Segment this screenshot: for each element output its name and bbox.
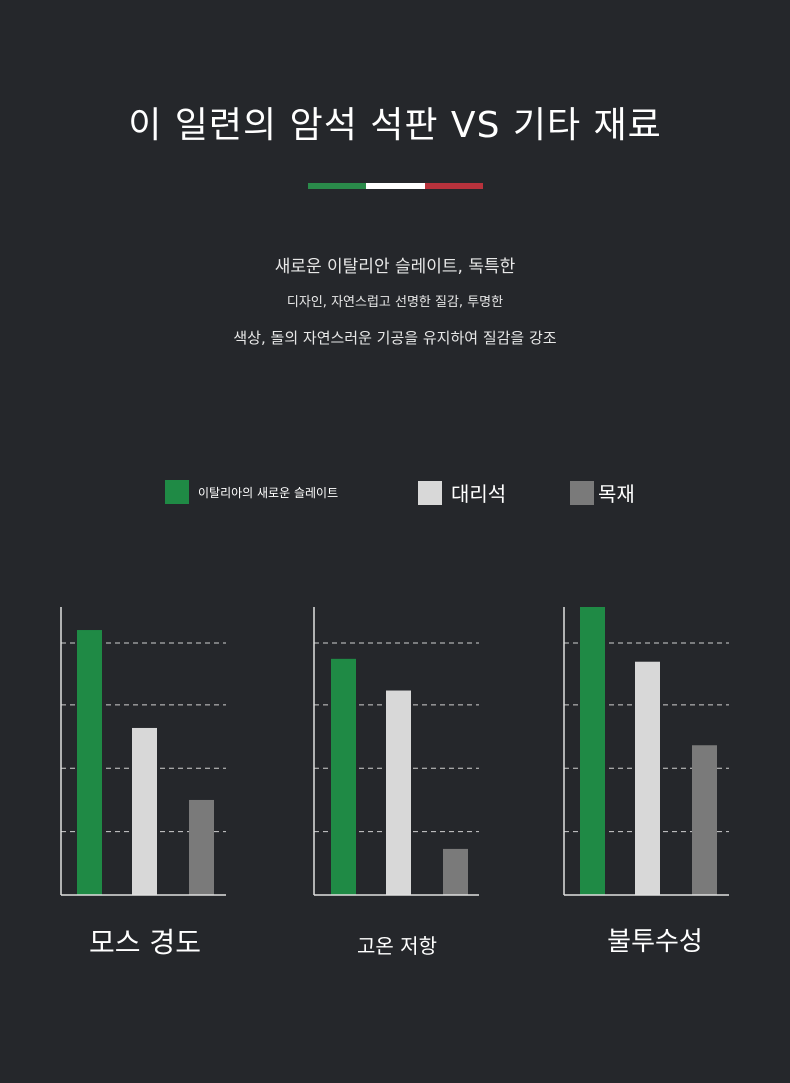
chart-title-hardness: 모스 경도 <box>89 926 201 959</box>
legend-item-wood: 목재 <box>570 478 635 507</box>
bar-wood-2 <box>692 745 717 895</box>
flag-white <box>366 183 425 189</box>
description-line-1: 새로운 이탈리안 슬레이트, 독특한 <box>274 257 516 277</box>
chart-title-impermeability: 불투수성 <box>607 927 703 957</box>
italian-flag-divider <box>308 183 483 189</box>
description-line-3: 색상, 돌의 자연스러운 기공을 유지하여 질감을 강조 <box>233 329 557 347</box>
bar-marble-1 <box>386 690 411 895</box>
bar-charts <box>60 607 729 896</box>
legend-label-slate: 이탈리아의 새로운 슬레이트 <box>198 485 339 500</box>
legend-label-marble: 대리석 <box>451 482 507 506</box>
bar-wood-1 <box>443 848 468 895</box>
legend-swatch-slate <box>165 480 189 504</box>
flag-red <box>424 183 483 189</box>
bar-marble-2 <box>635 661 660 895</box>
chart-title-heat-resistance: 고온 저항 <box>357 934 437 958</box>
description-line-2: 디자인, 자연스럽고 선명한 질감, 투명한 <box>286 295 504 310</box>
bar-slate-0 <box>77 630 102 895</box>
bar-wood-0 <box>189 799 214 895</box>
legend-item-marble: 대리석 <box>418 478 506 507</box>
page-title: 이 일련의 암석 석판 VS 기타 재료 <box>128 105 662 146</box>
legend-swatch-wood <box>570 480 594 505</box>
flag-green <box>308 183 367 189</box>
bar-marble-0 <box>132 727 157 895</box>
legend-label-wood: 목재 <box>598 482 635 506</box>
bar-slate-1 <box>331 658 356 895</box>
bar-slate-2 <box>580 607 605 895</box>
legend-swatch-marble <box>418 480 442 505</box>
legend-item-slate: 이탈리아의 새로운 슬레이트 <box>165 480 338 504</box>
